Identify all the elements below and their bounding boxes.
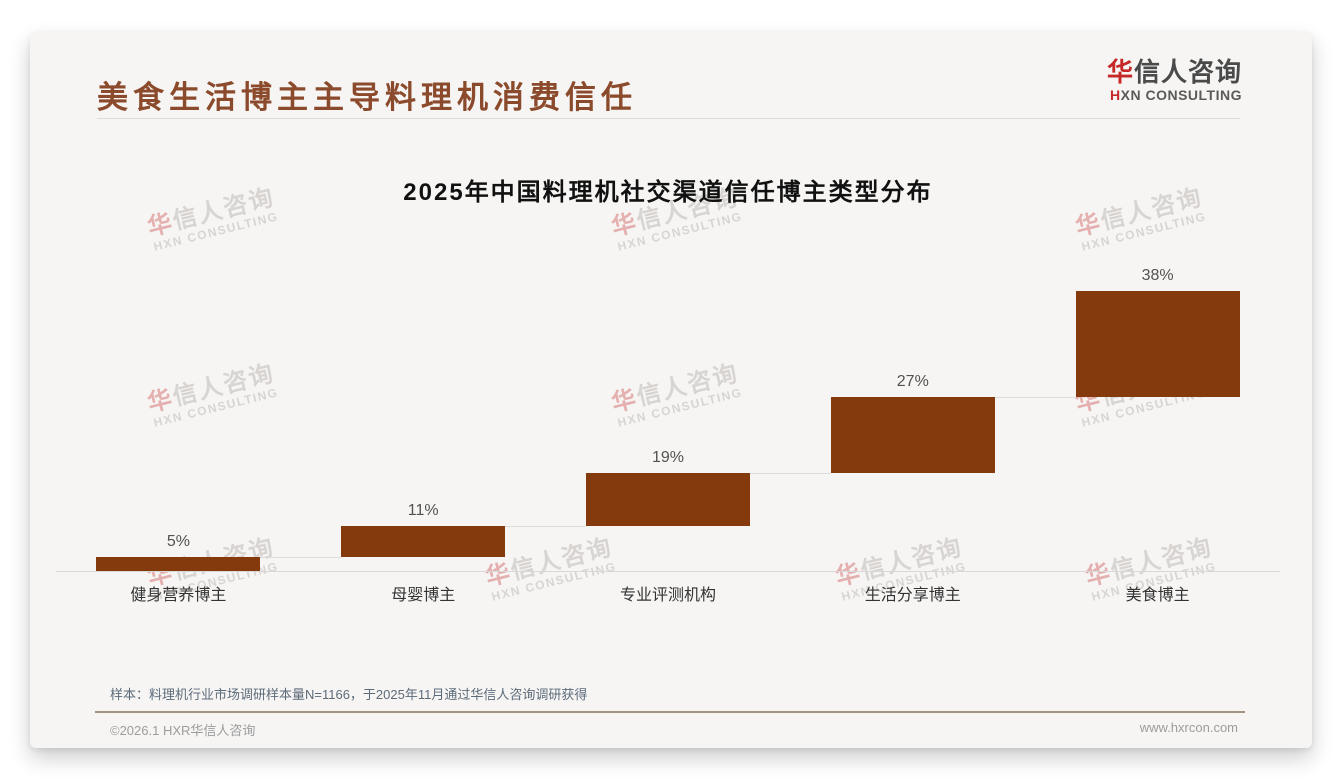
logo-en-accent: H bbox=[1110, 86, 1121, 103]
chart-bar bbox=[96, 557, 261, 571]
bar-value-label: 27% bbox=[896, 373, 929, 391]
chart-bar bbox=[1075, 291, 1240, 398]
bar-value-label: 11% bbox=[407, 502, 439, 520]
category-label: 生活分享博主 bbox=[864, 587, 961, 604]
category-label: 美食博主 bbox=[1125, 587, 1190, 604]
bar-value-label: 5% bbox=[166, 533, 190, 550]
report-card: 华信人咨询 HXN CONSULTING 华信人咨询 HXN CONSULTING 华信… bbox=[30, 32, 1312, 748]
chart-plot: 5% 11% 19% 27% 38% bbox=[56, 267, 1280, 572]
logo-cn: 华信人咨询 bbox=[1107, 58, 1242, 87]
chart-title: 2025年中国料理机社交渠道信任博主类型分布 bbox=[403, 179, 933, 206]
step-connector bbox=[505, 526, 586, 528]
bar-value-label: 38% bbox=[1141, 267, 1174, 284]
logo-cn-accent: 华 bbox=[1106, 57, 1134, 87]
category-label: 健身营养博主 bbox=[130, 587, 227, 604]
page-title: 美食生活博主主导料理机消费信任 bbox=[97, 80, 637, 115]
bar-value-label: 19% bbox=[651, 449, 684, 466]
chart-bar bbox=[830, 397, 995, 473]
logo-cn-text: 信人咨询 bbox=[1133, 57, 1242, 87]
website-url: www.hxrcon.com bbox=[1139, 720, 1238, 735]
step-connector bbox=[750, 473, 831, 474]
category-label: 母婴博主 bbox=[391, 587, 456, 604]
logo-en-text: XN CONSULTING bbox=[1120, 86, 1242, 103]
chart-bar bbox=[586, 473, 750, 527]
step-connector bbox=[994, 397, 1076, 399]
brand-logo: 华信人咨询 HXN CONSULTING bbox=[1107, 58, 1242, 103]
chart-bar bbox=[341, 526, 506, 557]
header-divider bbox=[97, 118, 1240, 119]
category-label: 专业评测机构 bbox=[619, 587, 716, 604]
step-connector bbox=[260, 557, 342, 558]
logo-en: HXN CONSULTING bbox=[1107, 86, 1242, 103]
copyright: ©2026.1 HXR华信人咨询 bbox=[110, 723, 256, 738]
chart-categories: 健身营养博主 母婴博主 专业评测机构 生活分享博主 美食博主 bbox=[56, 581, 1280, 604]
x-axis-line bbox=[56, 571, 1280, 572]
sample-note: 样本：料理机行业市场调研样本量N=1166，于2025年11月通过华信人咨询调研… bbox=[110, 687, 588, 702]
footer-divider bbox=[95, 711, 1245, 713]
